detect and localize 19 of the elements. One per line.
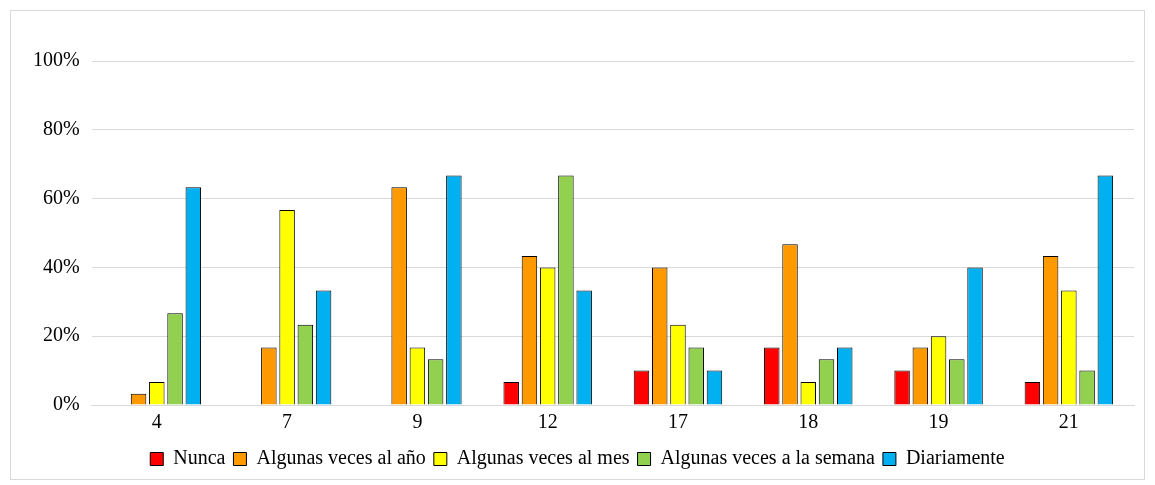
y-tick-label: 60% bbox=[42, 185, 80, 208]
y-tick-label: 40% bbox=[42, 254, 80, 277]
x-tick-label: 18 bbox=[798, 410, 819, 433]
legend-label: Algunas veces a la semana bbox=[660, 446, 876, 470]
legend-label: Nunca bbox=[173, 446, 226, 469]
legend-label: Diariamente bbox=[905, 446, 1005, 469]
y-tick-label: 0% bbox=[52, 392, 80, 415]
x-tick-label: 12 bbox=[537, 410, 558, 433]
legend-label: Algunas veces al mes bbox=[456, 446, 630, 470]
x-tick-label: 9 bbox=[412, 410, 423, 433]
x-tick-label: 17 bbox=[667, 410, 688, 433]
x-tick-label: 21 bbox=[1058, 410, 1079, 433]
x-tick-label: 19 bbox=[928, 410, 949, 433]
y-tick-label: 80% bbox=[42, 117, 80, 140]
x-tick-label: 7 bbox=[282, 410, 293, 433]
legend-label: Algunas veces al año bbox=[256, 446, 426, 470]
x-tick-label: 4 bbox=[151, 410, 162, 433]
y-tick-label: 20% bbox=[42, 323, 80, 346]
y-tick-label: 100% bbox=[32, 48, 80, 71]
